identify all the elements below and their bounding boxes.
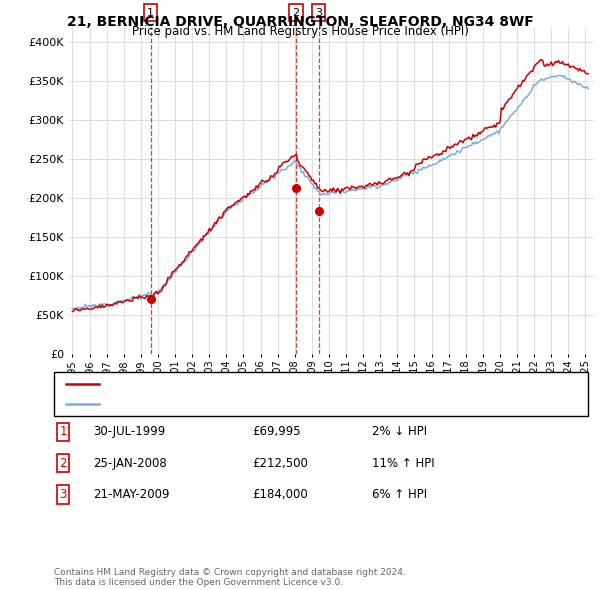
Text: 11% ↑ HPI: 11% ↑ HPI — [372, 457, 434, 470]
Text: 1: 1 — [147, 8, 154, 18]
Text: £184,000: £184,000 — [252, 488, 308, 501]
Text: £69,995: £69,995 — [252, 425, 301, 438]
Text: HPI: Average price, detached house, North Kesteven: HPI: Average price, detached house, Nort… — [105, 399, 378, 408]
Text: 2: 2 — [292, 8, 299, 18]
Text: Price paid vs. HM Land Registry's House Price Index (HPI): Price paid vs. HM Land Registry's House … — [131, 25, 469, 38]
Text: 25-JAN-2008: 25-JAN-2008 — [93, 457, 167, 470]
Text: 21, BERNICIA DRIVE, QUARRINGTON, SLEAFORD, NG34 8WF (detached house): 21, BERNICIA DRIVE, QUARRINGTON, SLEAFOR… — [105, 379, 512, 389]
Text: 3: 3 — [59, 488, 67, 501]
Text: 1: 1 — [59, 425, 67, 438]
Text: Contains HM Land Registry data © Crown copyright and database right 2024.
This d: Contains HM Land Registry data © Crown c… — [54, 568, 406, 587]
Text: 21, BERNICIA DRIVE, QUARRINGTON, SLEAFORD, NG34 8WF: 21, BERNICIA DRIVE, QUARRINGTON, SLEAFOR… — [67, 15, 533, 29]
Text: 3: 3 — [315, 8, 322, 18]
Text: £212,500: £212,500 — [252, 457, 308, 470]
Text: 21-MAY-2009: 21-MAY-2009 — [93, 488, 170, 501]
Text: 6% ↑ HPI: 6% ↑ HPI — [372, 488, 427, 501]
Text: 30-JUL-1999: 30-JUL-1999 — [93, 425, 165, 438]
Text: 2: 2 — [59, 457, 67, 470]
Text: 2% ↓ HPI: 2% ↓ HPI — [372, 425, 427, 438]
